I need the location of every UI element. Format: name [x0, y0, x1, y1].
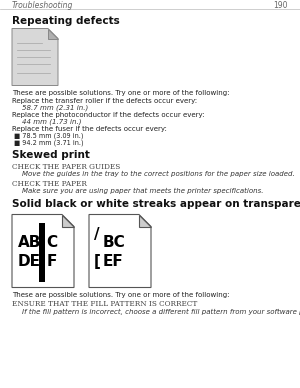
Text: Replace the fuser if the defects occur every:: Replace the fuser if the defects occur e… — [12, 125, 167, 132]
Text: AB: AB — [18, 235, 41, 250]
Text: CHECK THE PAPER: CHECK THE PAPER — [12, 180, 87, 188]
Polygon shape — [89, 215, 151, 288]
Text: Replace the transfer roller if the defects occur every:: Replace the transfer roller if the defec… — [12, 97, 197, 104]
Text: F: F — [46, 254, 57, 269]
Text: Move the guides in the tray to the correct positions for the paper size loaded.: Move the guides in the tray to the corre… — [22, 171, 295, 177]
Text: Skewed print: Skewed print — [12, 151, 90, 161]
Polygon shape — [12, 215, 74, 288]
Text: ENSURE THAT THE FILL PATTERN IS CORRECT: ENSURE THAT THE FILL PATTERN IS CORRECT — [12, 300, 197, 308]
Text: C: C — [46, 235, 57, 250]
Text: /: / — [94, 227, 100, 242]
Text: 190: 190 — [274, 2, 288, 10]
Text: 44 mm (1.73 in.): 44 mm (1.73 in.) — [22, 118, 82, 125]
Text: Make sure you are using paper that meets the printer specifications.: Make sure you are using paper that meets… — [22, 188, 263, 194]
Text: CHECK THE PAPER GUIDES: CHECK THE PAPER GUIDES — [12, 163, 120, 171]
Text: If the fill pattern is incorrect, choose a different fill pattern from your soft: If the fill pattern is incorrect, choose… — [22, 308, 300, 315]
Text: [: [ — [94, 254, 101, 269]
Text: 58.7 mm (2.31 in.): 58.7 mm (2.31 in.) — [22, 104, 88, 111]
Polygon shape — [139, 215, 151, 227]
Text: BC: BC — [103, 235, 126, 250]
Text: ■ 94.2 mm (3.71 in.): ■ 94.2 mm (3.71 in.) — [14, 140, 83, 146]
Text: These are possible solutions. Try one or more of the following:: These are possible solutions. Try one or… — [12, 291, 230, 298]
Text: Replace the photoconductor if the defects occur every:: Replace the photoconductor if the defect… — [12, 111, 205, 118]
Bar — [39, 222, 45, 282]
Text: ■ 78.5 mm (3.09 in.): ■ 78.5 mm (3.09 in.) — [14, 132, 83, 139]
Text: Repeating defects: Repeating defects — [12, 16, 120, 26]
Text: DE: DE — [18, 254, 41, 269]
Text: Troubleshooting: Troubleshooting — [12, 2, 74, 10]
Polygon shape — [12, 28, 58, 85]
Polygon shape — [62, 215, 74, 227]
Text: These are possible solutions. Try one or more of the following:: These are possible solutions. Try one or… — [12, 90, 230, 97]
Polygon shape — [48, 28, 58, 38]
Text: EF: EF — [103, 254, 124, 269]
Text: Solid black or white streaks appear on transparencies or paper: Solid black or white streaks appear on t… — [12, 199, 300, 209]
